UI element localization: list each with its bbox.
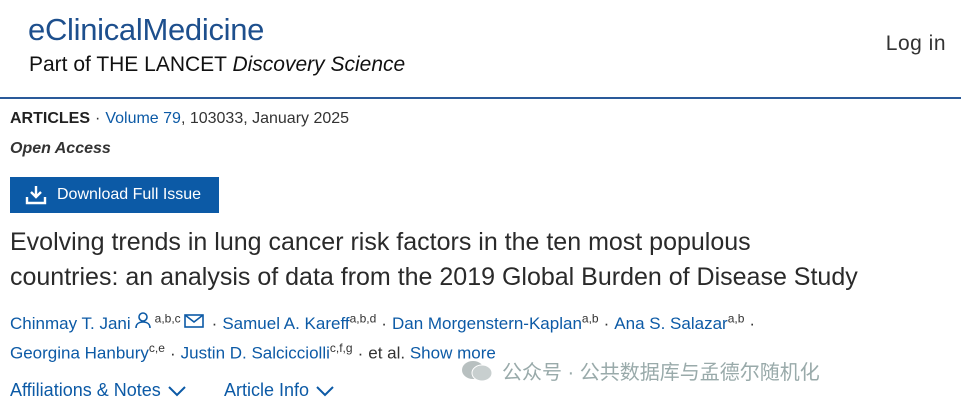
tab[interactable]: Affiliations & Notes (10, 380, 187, 401)
separator: · (211, 314, 218, 333)
discovery: Discovery Science (232, 53, 406, 76)
show-more[interactable]: Show more (409, 343, 496, 363)
author-row: Georgina Hanburyc,e · Justin D. Salcicciol… (10, 341, 496, 364)
open-access: Open Access (10, 140, 111, 157)
download-icon (25, 186, 47, 205)
download-button[interactable]: Download Full Issue (10, 177, 219, 213)
affiliation-sup: a,b,c (154, 311, 181, 326)
tab-label: Affiliations & Notes (10, 380, 161, 400)
brand-subtitle: Part of THE LANCET Discovery Science (29, 53, 405, 77)
author-name[interactable]: Justin D. Salcicciolli (180, 343, 330, 363)
details: , 103033, January 2025 (180, 110, 350, 127)
author-name[interactable]: Samuel A. Kareff (222, 314, 350, 333)
affiliation-sup: c,f,g (329, 341, 353, 355)
login[interactable]: Log in (885, 32, 946, 55)
brand[interactable]: eClinicalMedicine (28, 12, 265, 47)
author-name[interactable]: Dan Morgenstern-Kaplan (391, 314, 582, 333)
watermark-text: 公众号 · 公共数据库与孟德尔随机化 (502, 362, 820, 384)
chevron (168, 385, 186, 396)
tab-label: Article Info (224, 380, 310, 400)
affiliation-sup: a,b (727, 311, 745, 326)
separator: · (95, 110, 101, 127)
author-email[interactable] (183, 314, 204, 333)
watermark: 公众号 · 公共数据库与孟德尔随机化 (460, 356, 820, 385)
separator: · (381, 314, 387, 333)
title-line: Evolving trends in lung cancer risk fact… (10, 228, 751, 256)
separator: · (603, 314, 610, 333)
download-label: Download Full Issue (57, 186, 202, 203)
affiliation-sup: a,b (581, 311, 599, 326)
author-name[interactable]: Georgina Hanbury (10, 343, 149, 363)
author-name[interactable]: Ana S. Salazar (614, 314, 728, 333)
separator: · (169, 343, 176, 363)
author-profile[interactable] (134, 312, 152, 333)
affiliation-sup: a,b,d (349, 311, 377, 326)
chevron (316, 385, 334, 396)
separator: · (357, 343, 364, 363)
lancet: Part of THE LANCET (29, 53, 227, 76)
author-row: Chinmay T. Jani a,b,c · Samuel A. Kareffa,b… (10, 311, 760, 334)
tab[interactable]: Article Info (224, 380, 335, 401)
section: ARTICLES (10, 110, 90, 127)
affiliation-sup: c,e (148, 341, 165, 355)
author-name[interactable]: Chinmay T. Jani (10, 314, 131, 333)
wechat-icon (462, 360, 493, 381)
person-icon (134, 312, 151, 329)
volume[interactable]: Volume 79 (105, 110, 181, 127)
mail-icon (183, 314, 204, 328)
header-rule (0, 97, 961, 99)
separator: · (749, 314, 756, 333)
meta: ARTICLES · Volume 79, 103033, January 2025 (10, 110, 349, 128)
et-al: et al. (368, 343, 406, 363)
title-line: countries: an analysis of data from the … (10, 263, 858, 291)
